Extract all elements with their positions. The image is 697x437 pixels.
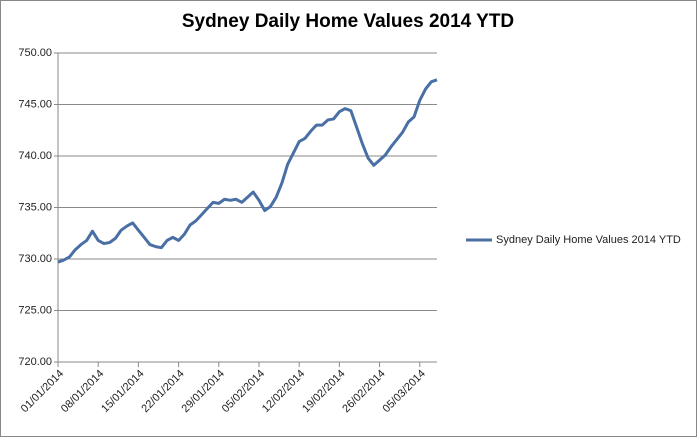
y-tick-label: 720.00: [18, 356, 52, 368]
y-tick-label: 730.00: [18, 253, 52, 265]
y-tick-label: 745.00: [18, 98, 52, 110]
y-tick-label: 725.00: [18, 304, 52, 316]
legend-label: Sydney Daily Home Values 2014 YTD: [496, 234, 681, 246]
y-tick-label: 735.00: [18, 201, 52, 213]
y-tick-label: 750.00: [18, 47, 52, 59]
y-tick-label: 740.00: [18, 150, 52, 162]
line-series: [57, 78, 438, 264]
chart-title: Sydney Daily Home Values 2014 YTD: [182, 11, 514, 32]
